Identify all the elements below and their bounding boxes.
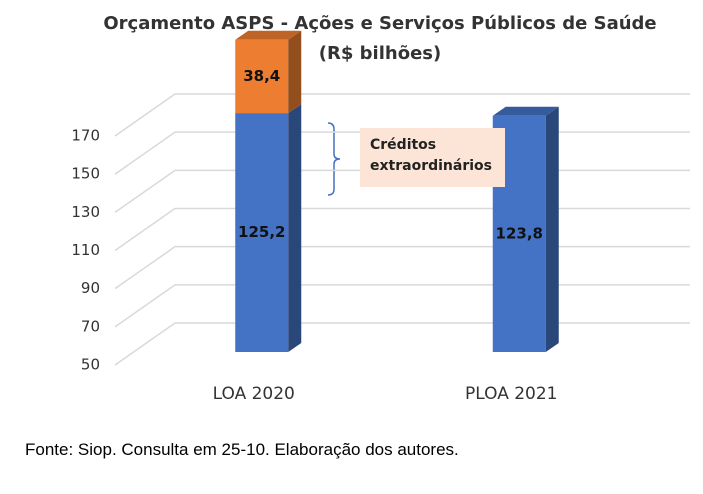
source-note: Fonte: Siop. Consulta em 25-10. Elaboraç… xyxy=(25,440,459,459)
y-tick-label: 110 xyxy=(71,241,100,259)
bar-segment xyxy=(235,30,302,114)
bar-segment xyxy=(235,104,302,353)
bar-top xyxy=(492,106,559,116)
chart-title: Orçamento ASPS - Ações e Serviços Públic… xyxy=(103,13,656,34)
bar-side xyxy=(545,106,559,352)
y-tick-label: 90 xyxy=(81,279,100,297)
bar-front xyxy=(235,113,289,353)
data-label: 123,8 xyxy=(496,224,543,242)
y-tick-label: 130 xyxy=(71,203,100,221)
bar-segment xyxy=(492,106,559,352)
y-tick-label: 50 xyxy=(81,356,100,374)
chart-subtitle: (R$ bilhões) xyxy=(319,43,441,64)
bar-side xyxy=(288,104,302,353)
bar-side xyxy=(288,30,302,114)
y-tick-label: 150 xyxy=(71,165,100,183)
x-tick-label: PLOA 2021 xyxy=(465,384,558,404)
data-label: 38,4 xyxy=(243,67,280,85)
bar-top xyxy=(235,30,302,40)
y-tick-label: 170 xyxy=(71,127,100,145)
y-tick-label: 70 xyxy=(81,317,100,335)
bar-front xyxy=(235,39,289,114)
grid-line xyxy=(114,284,690,328)
grid-line xyxy=(114,245,690,290)
grid-line xyxy=(114,207,690,252)
data-label: 125,2 xyxy=(238,223,285,241)
bracket xyxy=(327,122,341,196)
grid-line xyxy=(114,322,690,366)
grid-line xyxy=(114,93,690,137)
x-tick-label: LOA 2020 xyxy=(213,384,295,404)
annotation: Créditos extraordinários xyxy=(360,128,505,187)
